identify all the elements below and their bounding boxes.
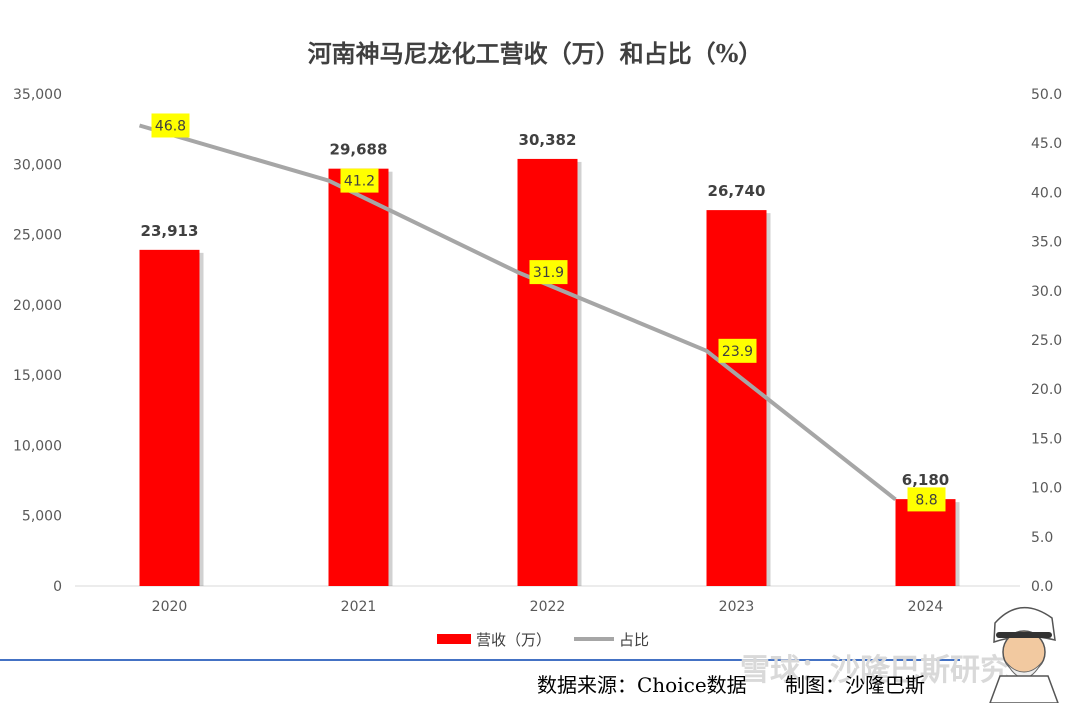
legend-swatch-bar bbox=[437, 634, 471, 644]
y-left-tick-label: 30,000 bbox=[13, 157, 62, 173]
line-data-label: 46.8 bbox=[155, 118, 186, 134]
line-data-label: 23.9 bbox=[722, 344, 753, 360]
avatar-robe bbox=[989, 675, 1059, 703]
y-left-tick-label: 5,000 bbox=[22, 509, 62, 525]
x-tick-label: 2020 bbox=[152, 599, 188, 615]
y-right-tick-label: 25.0 bbox=[1031, 333, 1062, 349]
y-right-tick-label: 10.0 bbox=[1031, 481, 1062, 497]
line-label-bg bbox=[151, 113, 190, 138]
bar bbox=[895, 499, 956, 586]
line-data-label: 31.9 bbox=[533, 265, 564, 281]
x-tick-label: 2024 bbox=[908, 599, 944, 615]
x-tick-label: 2021 bbox=[341, 599, 377, 615]
y-right-tick-label: 20.0 bbox=[1031, 382, 1062, 398]
y-right-tick-label: 45.0 bbox=[1031, 136, 1062, 152]
bar bbox=[139, 249, 200, 586]
y-axis-right: 0.0 5.0 10.0 15.0 20.0 25.0 30.0 35.0 40.0 45.0 50… bbox=[1031, 87, 1062, 595]
bar-data-label: 23,913 bbox=[141, 222, 199, 240]
bar bbox=[517, 158, 578, 586]
y-right-tick-label: 0.0 bbox=[1031, 579, 1053, 595]
x-axis: 2020 2021 2022 2023 2024 bbox=[152, 599, 944, 615]
footer-author: 制图：沙隆巴斯 bbox=[785, 673, 925, 697]
y-right-tick-label: 40.0 bbox=[1031, 185, 1062, 201]
avatar-headband bbox=[996, 632, 1052, 638]
line-series: 46.8 41.2 31.9 23.9 8.8 bbox=[138, 113, 946, 512]
line-data-label: 41.2 bbox=[344, 174, 375, 190]
legend-label-line: 占比 bbox=[619, 631, 649, 649]
y-right-tick-label: 50.0 bbox=[1031, 87, 1062, 103]
y-left-tick-label: 0 bbox=[53, 579, 62, 595]
legend-label-bar: 营收（万） bbox=[476, 631, 551, 649]
legend: 营收（万） 占比 bbox=[437, 631, 649, 649]
y-right-tick-label: 5.0 bbox=[1031, 530, 1053, 546]
y-right-tick-label: 30.0 bbox=[1031, 284, 1062, 300]
bar-data-label: 30,382 bbox=[519, 131, 577, 149]
footer-source: 数据来源：Choice数据 bbox=[537, 673, 747, 697]
y-left-tick-label: 35,000 bbox=[13, 87, 62, 103]
author-avatar bbox=[989, 606, 1059, 703]
y-left-tick-label: 20,000 bbox=[13, 298, 62, 314]
line-label-bg bbox=[529, 260, 568, 285]
y-right-tick-label: 15.0 bbox=[1031, 431, 1062, 447]
line-label-bg bbox=[718, 338, 757, 363]
y-axis-left: 0 5,000 10,000 15,000 20,000 25,000 30,000 35,0… bbox=[13, 87, 62, 595]
bar-data-label: 29,688 bbox=[330, 141, 388, 159]
x-tick-label: 2022 bbox=[530, 599, 566, 615]
line-path bbox=[138, 123, 897, 501]
bar bbox=[706, 210, 767, 586]
bar bbox=[328, 168, 389, 586]
bar-series: 23,913 29,688 30,382 26,740 6,180 bbox=[139, 131, 960, 586]
bar-data-label: 6,180 bbox=[902, 471, 949, 489]
y-left-tick-label: 10,000 bbox=[13, 438, 62, 454]
y-left-tick-label: 25,000 bbox=[13, 228, 62, 244]
bar-data-label: 26,740 bbox=[708, 182, 766, 200]
y-right-tick-label: 35.0 bbox=[1031, 235, 1062, 251]
x-tick-label: 2023 bbox=[719, 599, 755, 615]
watermark: 雪球：沙隆巴斯研究 bbox=[740, 653, 1010, 688]
line-data-label: 8.8 bbox=[915, 492, 937, 508]
y-left-tick-label: 15,000 bbox=[13, 368, 62, 384]
line-label-bg bbox=[340, 168, 379, 193]
chart-title: 河南神马尼龙化工营收（万）和占比（%） bbox=[308, 39, 763, 68]
line-label-bg bbox=[907, 487, 946, 512]
